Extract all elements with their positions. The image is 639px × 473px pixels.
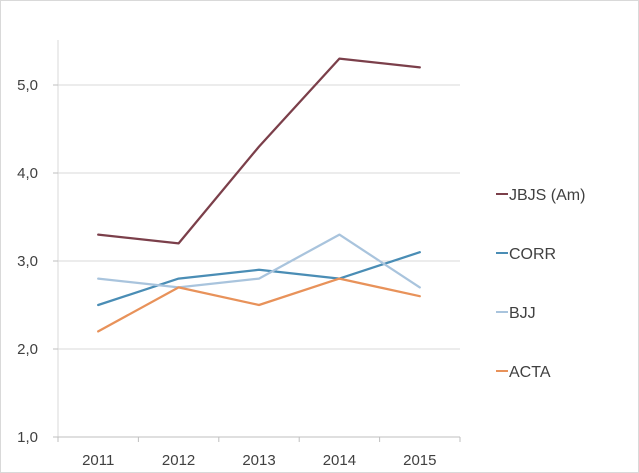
x-tick-label: 2015	[403, 452, 436, 469]
y-tick-label: 1,0	[17, 429, 38, 446]
y-tick-label: 2,0	[17, 341, 38, 358]
x-tick-label: 2014	[323, 452, 356, 469]
legend-item: ACTA	[496, 364, 551, 381]
x-tick-label: 2011	[82, 452, 114, 469]
legend-item: BJJ	[496, 305, 536, 322]
series-line-corr	[97, 251, 421, 307]
legend-label: BJJ	[509, 305, 536, 322]
legend: JBJS (Am) CORR BJJ ACTA	[496, 187, 585, 381]
series-line-bjj	[97, 233, 421, 289]
x-tick-label: 2013	[242, 452, 275, 469]
legend-label: CORR	[509, 246, 556, 263]
y-tick-label: 4,0	[17, 165, 38, 182]
legend-item: CORR	[496, 246, 556, 263]
series-line-jbjs-am	[97, 57, 421, 245]
series-lines	[97, 57, 421, 333]
legend-label: ACTA	[509, 364, 551, 381]
y-tick-label: 5,0	[17, 77, 38, 94]
legend-item: JBJS (Am)	[496, 187, 585, 204]
y-tick-label: 3,0	[17, 253, 38, 270]
y-tick-labels: 1,0 2,0 3,0 4,0 5,0	[17, 77, 38, 446]
x-tick-label: 2012	[162, 452, 195, 469]
axes	[53, 40, 461, 442]
x-tick-labels: 2011 2012 2013 2014 2015	[82, 452, 436, 469]
series-line-acta	[97, 277, 421, 333]
gridlines	[58, 84, 460, 350]
legend-label: JBJS (Am)	[509, 187, 585, 204]
